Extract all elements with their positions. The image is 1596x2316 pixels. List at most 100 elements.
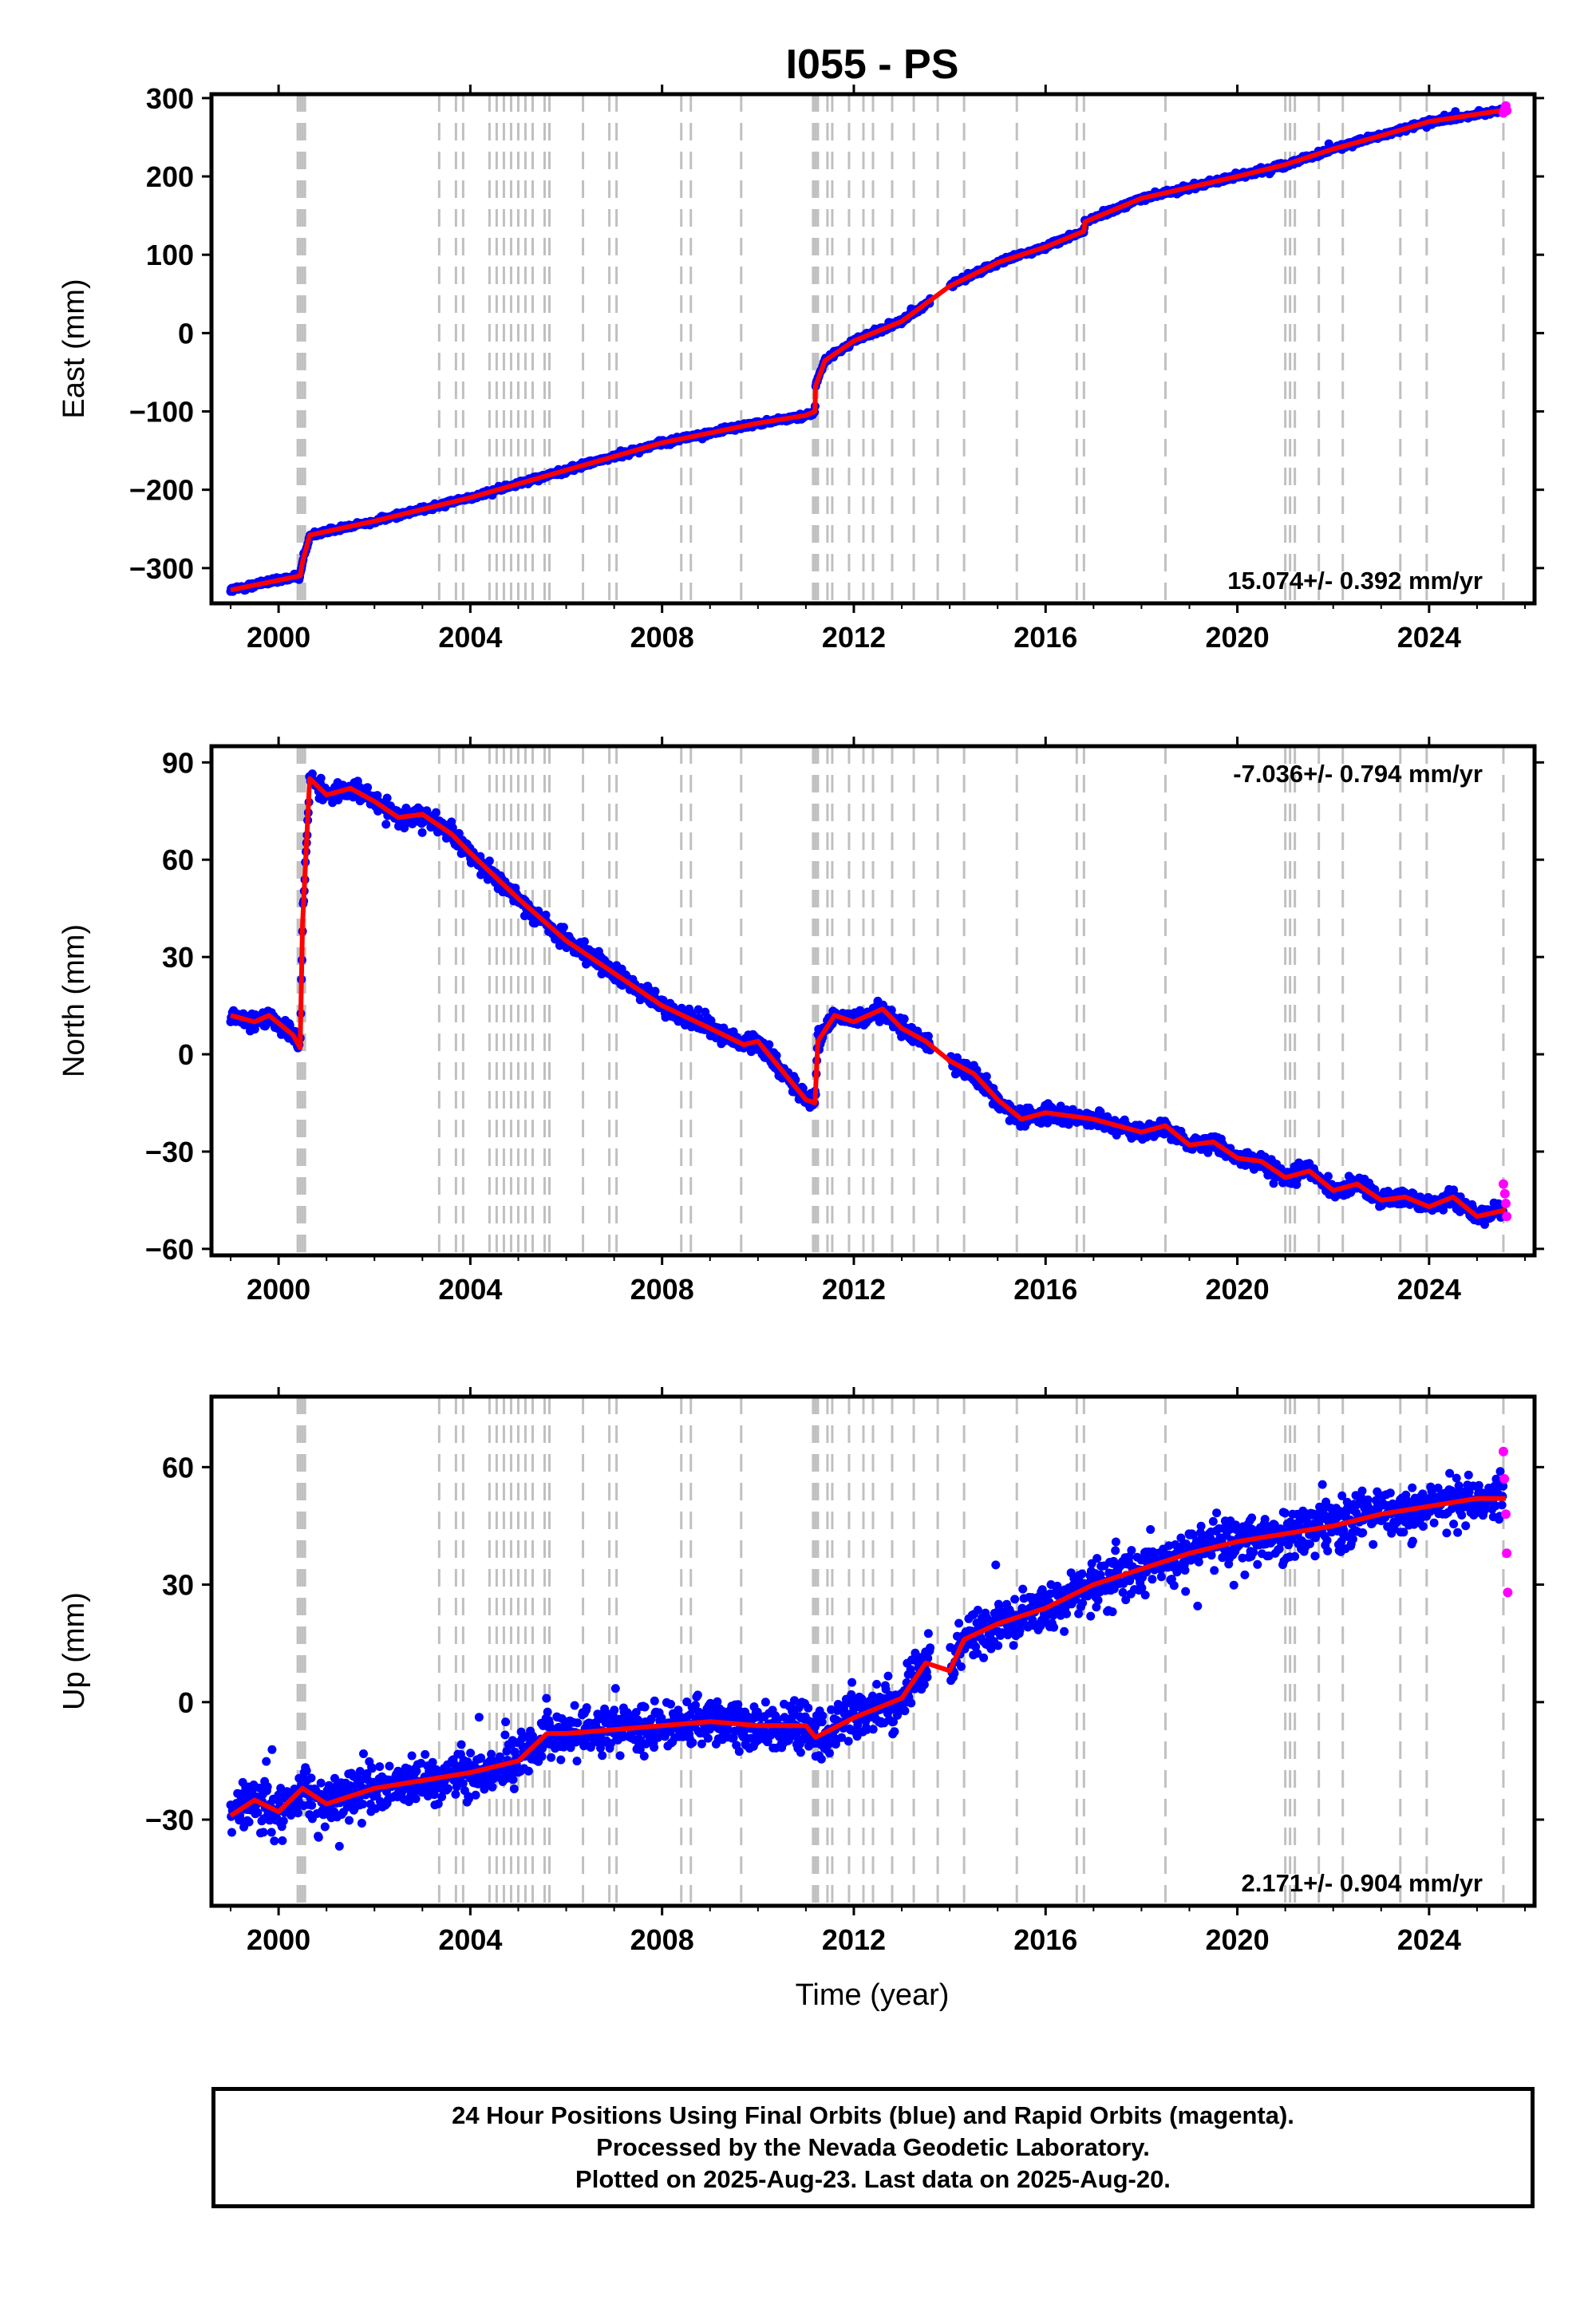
data-point	[357, 1819, 366, 1828]
data-point	[382, 793, 392, 803]
plot-frame	[209, 92, 1537, 606]
data-point	[899, 1014, 909, 1024]
data-point	[693, 1005, 703, 1014]
x-tick-label: 2016	[1013, 621, 1077, 654]
plot-frame	[209, 744, 1537, 1258]
y-tick-label: 30	[162, 941, 194, 974]
rapid-orbit-points	[1498, 1179, 1512, 1222]
rapid-point	[1500, 1198, 1511, 1208]
data-point	[404, 1765, 413, 1774]
data-point	[316, 773, 326, 783]
data-point	[278, 1836, 287, 1845]
data-point	[982, 1072, 991, 1081]
data-point	[314, 1832, 323, 1842]
y-axis-label: North (mm)	[57, 924, 91, 1077]
final-orbit-points	[226, 769, 1508, 1229]
data-point	[355, 1767, 365, 1776]
rapid-point	[1499, 1188, 1510, 1199]
data-point	[650, 986, 660, 996]
x-tick-label: 2024	[1397, 621, 1461, 654]
data-point	[235, 1815, 245, 1824]
data-point	[267, 1828, 276, 1837]
final-orbit-points	[226, 1467, 1508, 1851]
y-tick-label: −30	[145, 1136, 194, 1168]
east-panel: 2000 2004 2008 2012 2016 2020 2024−300−200−100…	[57, 82, 1544, 654]
data-point	[302, 1766, 311, 1776]
data-point	[407, 1751, 417, 1761]
data-point	[306, 1773, 316, 1783]
figure-title: I055 - PS	[786, 41, 959, 88]
data-point	[541, 911, 551, 919]
data-point	[244, 1817, 254, 1827]
y-tick-label: 100	[146, 239, 194, 271]
data-point	[267, 1745, 277, 1754]
y-tick-label: 300	[146, 82, 194, 115]
data-point	[367, 1764, 377, 1773]
y-tick-label: −100	[129, 396, 194, 429]
rapid-point	[1498, 1179, 1508, 1189]
x-tick-label: 2020	[1206, 1273, 1270, 1306]
data-point	[412, 1766, 421, 1776]
data-point	[307, 1800, 317, 1810]
data-point	[559, 923, 568, 932]
data-point	[385, 1761, 394, 1771]
data-point	[270, 1836, 279, 1846]
rapid-orbit-points	[1498, 101, 1512, 118]
y-tick-label: 0	[178, 1038, 194, 1071]
y-tick-label: −60	[145, 1233, 194, 1266]
x-tick-label: 2004	[438, 1273, 502, 1306]
data-point	[345, 1816, 354, 1825]
plot-area	[226, 1397, 1513, 1906]
data-point	[358, 1800, 368, 1809]
data-point	[316, 1778, 326, 1788]
data-point	[923, 1031, 933, 1041]
data-point	[263, 1782, 272, 1792]
data-point	[330, 1773, 339, 1783]
x-tick-label: 2024	[1397, 1273, 1461, 1306]
rate-label: 15.074+/- 0.392 mm/yr	[1227, 567, 1483, 595]
x-tick-label: 2012	[822, 1273, 886, 1306]
plot-area	[226, 746, 1512, 1255]
data-point	[381, 820, 391, 829]
x-tick-label: 2000	[247, 1273, 310, 1306]
data-point	[262, 1757, 271, 1766]
data-point	[259, 1828, 268, 1837]
data-point	[454, 828, 464, 838]
final-orbit-points	[226, 105, 1508, 596]
data-point	[371, 1804, 381, 1813]
model-line	[230, 107, 1507, 593]
x-tick-label: 2020	[1206, 621, 1270, 654]
data-point	[887, 1006, 896, 1015]
x-tick-label: 2008	[630, 621, 694, 654]
data-point	[764, 1040, 774, 1049]
x-tick-label: 2008	[630, 1273, 694, 1306]
data-point	[375, 1762, 385, 1772]
y-tick-label: 200	[146, 160, 194, 193]
data-point	[706, 1016, 716, 1026]
data-point	[363, 783, 373, 792]
data-point	[1480, 1219, 1489, 1229]
x-tick-label: 2000	[247, 621, 310, 654]
x-tick-label: 2004	[438, 621, 502, 654]
data-point	[253, 1808, 263, 1817]
data-point	[227, 1828, 236, 1837]
data-point	[334, 1841, 344, 1851]
rapid-point	[1502, 105, 1512, 116]
data-point	[1269, 1179, 1278, 1188]
data-point	[1323, 1172, 1333, 1181]
plot-area	[226, 94, 1512, 603]
data-point	[484, 856, 494, 866]
y-tick-label: −300	[129, 552, 194, 585]
data-point	[1203, 1148, 1213, 1157]
y-tick-label: 90	[162, 746, 194, 779]
model-line	[230, 776, 1507, 1219]
data-point	[359, 1749, 368, 1758]
x-tick-label: 2012	[822, 621, 886, 654]
y-tick-label: 0	[178, 317, 194, 350]
data-point	[411, 1794, 421, 1804]
y-tick-label: 60	[162, 844, 194, 876]
data-point	[417, 828, 427, 837]
data-point	[579, 937, 589, 947]
